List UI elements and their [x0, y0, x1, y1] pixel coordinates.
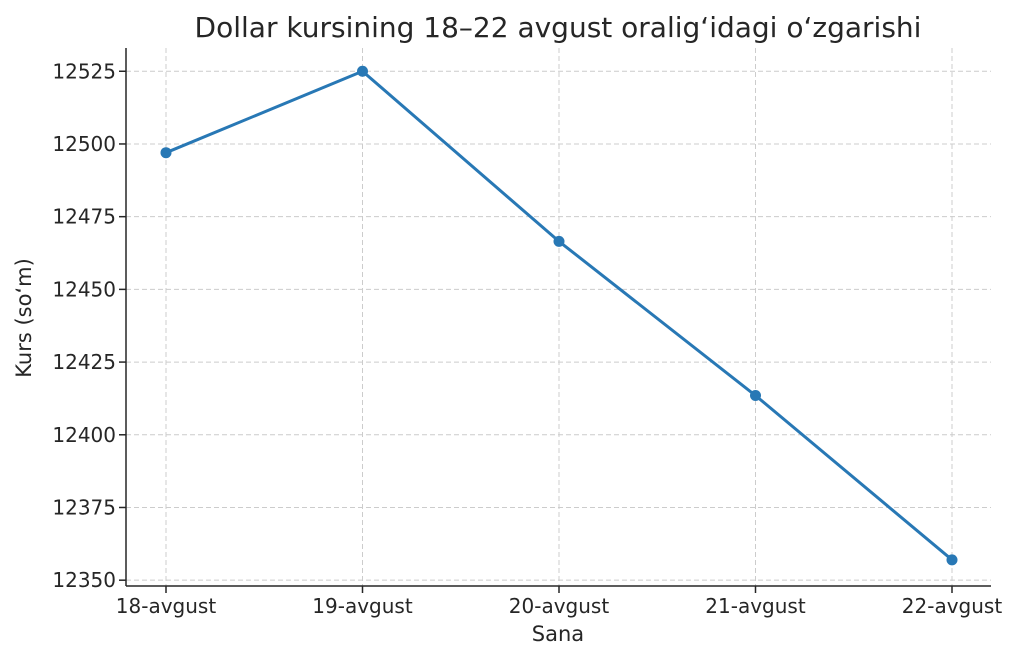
x-tick-label: 19-avgust	[312, 594, 413, 618]
series-line-layer	[160, 65, 958, 566]
x-tick-label: 20-avgust	[509, 594, 610, 618]
data-point	[946, 554, 958, 566]
x-axis-label: Sana	[532, 622, 584, 646]
y-tick-label: 12450	[52, 277, 116, 301]
x-tick-label: 21-avgust	[705, 594, 806, 618]
y-tick-label: 12525	[52, 59, 116, 83]
y-tick-label: 12400	[52, 423, 116, 447]
y-axis-label: Kurs (so‘m)	[12, 258, 36, 378]
y-tick-label: 12375	[52, 495, 116, 519]
data-point	[750, 390, 761, 402]
data-point	[553, 235, 565, 247]
grid	[126, 48, 991, 586]
y-tick-label: 12475	[52, 205, 116, 229]
x-tick-label: 22-avgust	[902, 594, 1003, 618]
y-tick-label: 12500	[52, 132, 116, 156]
chart-title: Dollar kursining 18–22 avgust oralig‘ida…	[195, 11, 922, 44]
axes: 18-avgust 19-avgust 20-avgust 21-avgust 22-a…	[52, 48, 1002, 618]
x-tick-label: 18-avgust	[116, 594, 217, 618]
data-point	[160, 147, 172, 159]
y-tick-label: 12425	[52, 350, 116, 374]
data-point	[357, 65, 368, 77]
y-tick-label: 12350	[52, 568, 116, 592]
